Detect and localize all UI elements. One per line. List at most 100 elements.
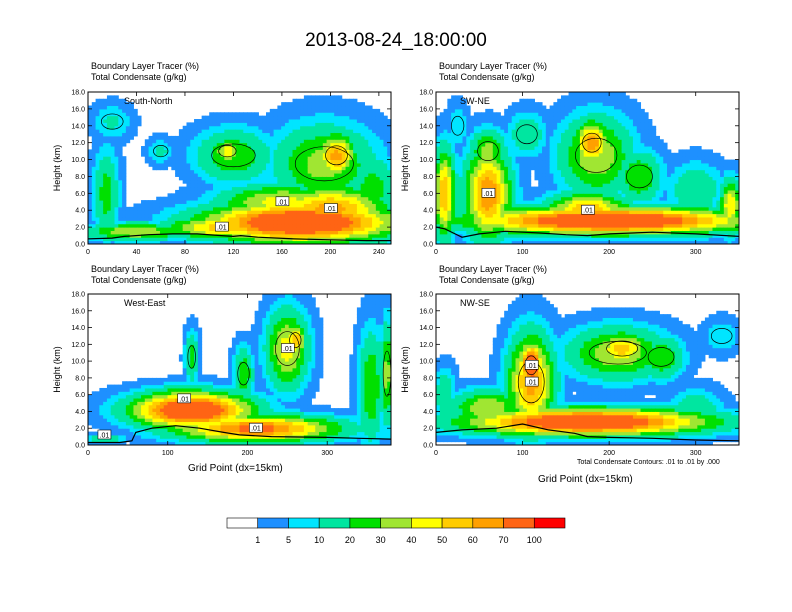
field-cell	[322, 125, 328, 130]
field-cell	[364, 156, 369, 161]
field-cell	[235, 125, 240, 130]
field-cell	[239, 210, 244, 215]
field-cell	[345, 125, 350, 130]
field-cell	[300, 102, 305, 107]
field-cell	[515, 169, 520, 174]
field-cell	[243, 210, 248, 215]
field-cell	[515, 186, 520, 191]
field-cell	[526, 203, 532, 208]
field-cell	[247, 135, 252, 140]
field-cell	[496, 183, 501, 188]
field-cell	[345, 216, 350, 221]
field-cell	[372, 173, 377, 177]
field-cell	[243, 200, 248, 204]
field-cell	[322, 98, 328, 103]
field-cell	[436, 176, 441, 181]
field-cell	[175, 223, 180, 228]
field-cell	[564, 135, 570, 140]
field-cell	[171, 162, 176, 167]
field-cell	[250, 119, 256, 123]
field-cell	[159, 233, 165, 238]
field-cell	[345, 183, 350, 188]
field-cell	[277, 125, 282, 130]
field-cell	[337, 196, 343, 201]
field-cell	[201, 159, 206, 164]
field-cell	[598, 179, 604, 184]
field-cell	[500, 183, 505, 188]
field-cell	[602, 179, 607, 184]
field-cell	[148, 230, 153, 235]
field-cell	[337, 122, 343, 127]
field-cell	[99, 196, 104, 201]
field-cell	[106, 183, 112, 188]
field-cell	[383, 206, 388, 211]
field-cell	[247, 176, 252, 181]
field-cell	[576, 152, 581, 157]
field-cell	[254, 227, 259, 231]
field-cell	[545, 227, 551, 231]
field-cell	[485, 223, 490, 228]
field-cell	[281, 216, 286, 221]
field-cell	[447, 210, 452, 215]
field-cell	[281, 149, 286, 154]
field-cell	[178, 203, 184, 208]
field-cell	[197, 200, 203, 204]
field-cell	[322, 162, 328, 167]
field-cell	[186, 189, 191, 194]
field-cell	[133, 210, 138, 215]
field-cell	[243, 206, 248, 211]
field-cell	[95, 173, 100, 177]
field-cell	[224, 186, 229, 191]
field-cell	[311, 102, 316, 107]
field-cell	[557, 230, 562, 235]
field-cell	[103, 173, 108, 177]
field-cell	[186, 139, 191, 144]
field-cell	[118, 105, 123, 110]
field-cell	[152, 216, 157, 221]
field-cell	[564, 152, 570, 157]
field-cell	[266, 132, 271, 137]
field-cell	[212, 193, 218, 198]
field-cell	[186, 152, 191, 157]
field-cell	[557, 115, 562, 120]
field-cell	[372, 108, 377, 113]
field-cell	[122, 135, 127, 140]
field-cell	[220, 149, 225, 154]
field-cell	[492, 173, 498, 177]
field-cell	[250, 152, 256, 157]
field-cell	[545, 146, 551, 150]
field-cell	[243, 183, 248, 188]
field-cell	[545, 129, 551, 134]
field-cell	[568, 169, 573, 174]
field-cell	[485, 210, 490, 215]
field-cell	[262, 227, 267, 231]
field-cell	[591, 152, 596, 157]
field-cell	[262, 186, 267, 191]
field-cell	[303, 216, 309, 221]
field-cell	[141, 230, 146, 235]
field-cell	[553, 108, 558, 113]
field-cell	[375, 220, 381, 225]
field-cell	[156, 146, 161, 150]
field-cell	[122, 125, 127, 130]
field-cell	[307, 213, 312, 218]
field-cell	[606, 183, 611, 188]
field-cell	[209, 206, 214, 211]
field-cell	[254, 162, 259, 167]
field-cell	[466, 156, 471, 161]
field-cell	[205, 240, 210, 245]
field-cell	[247, 186, 252, 191]
field-cell	[296, 179, 301, 184]
field-cell	[454, 102, 460, 107]
field-cell	[258, 186, 263, 191]
field-cell	[99, 223, 104, 228]
field-cell	[95, 233, 100, 238]
field-cell	[266, 146, 271, 150]
field-cell	[296, 240, 301, 245]
field-cell	[159, 206, 165, 211]
field-cell	[458, 159, 464, 164]
field-cell	[262, 200, 267, 204]
field-cell	[307, 132, 312, 137]
field-cell	[500, 146, 505, 150]
field-cell	[576, 92, 581, 96]
